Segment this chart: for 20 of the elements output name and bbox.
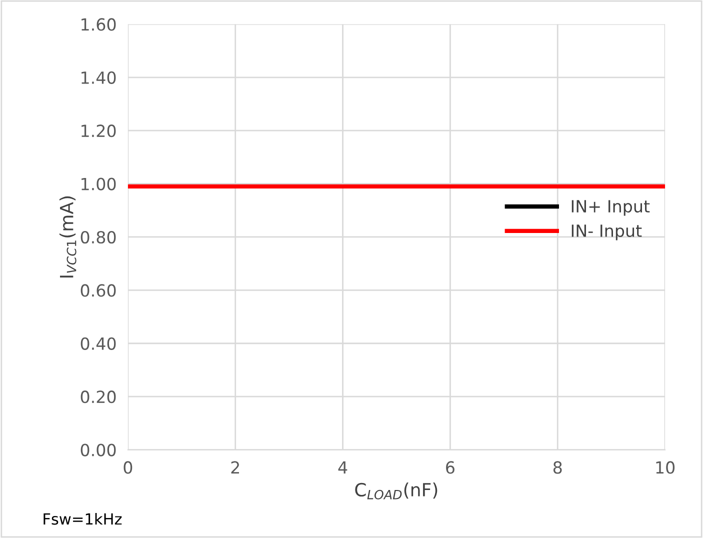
legend-label: IN- Input [572,224,642,240]
y-tick-label: 0.60 [80,284,116,297]
y-tick-label: 1.20 [82,124,116,138]
x-tick-label: 8 [553,461,562,474]
y-axis-title: I$_{VCC1}$(mA) [59,196,76,278]
y-tick-label: 0.20 [80,390,116,404]
y-tick-label: 0.00 [80,444,116,456]
y-tick-label: 1.00 [82,178,116,190]
y-tick-label: 0.40 [80,337,116,350]
y-tick-label: 0.80 [80,230,116,244]
x-tick-label: 10 [656,461,675,474]
text: Fsw=1kHz [44,512,122,525]
legend-label: IN+ Input [572,200,650,216]
x-tick-label: 6 [446,461,454,474]
x-tick-label: 0 [124,461,132,474]
y-tick-label: 1.40 [82,71,116,84]
x-tick-label: 4 [338,461,348,474]
x-axis-title: C$_{LOAD}$(nF) [355,482,438,500]
y-tick-label: 1.60 [82,18,116,31]
x-tick-label: 2 [231,461,239,474]
